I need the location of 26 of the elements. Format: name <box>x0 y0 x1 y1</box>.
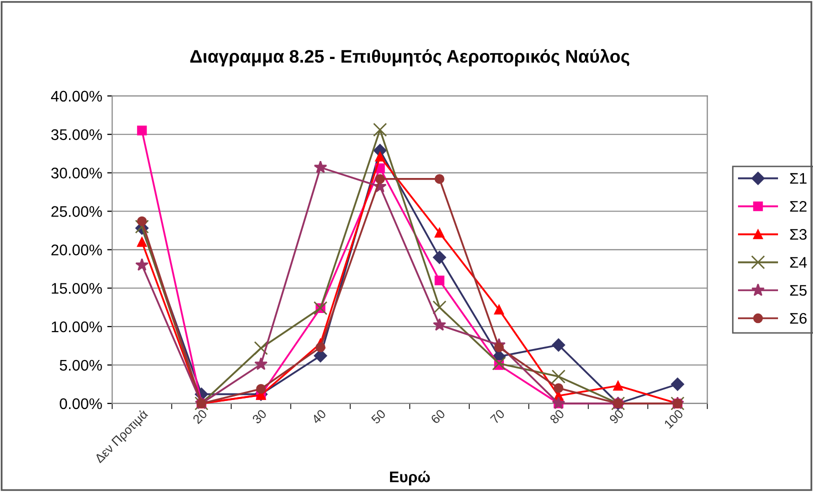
x-tick-label: 80 <box>549 408 565 424</box>
y-tick-label: 10.00% <box>52 321 102 332</box>
x-tick-label: 60 <box>430 408 446 424</box>
x-tick-label: 70 <box>490 408 506 424</box>
legend-label: Σ2 <box>790 200 807 212</box>
legend-label: Σ5 <box>790 285 807 296</box>
legend-label: Σ1 <box>790 173 807 184</box>
x-tick-label: 100 <box>664 408 684 429</box>
legend-label: Σ6 <box>790 312 807 324</box>
y-tick-label: 5.00% <box>60 360 102 371</box>
x-tick-label: 50 <box>370 408 386 424</box>
x-axis-title: Ευρώ <box>390 470 430 486</box>
legend-label: Σ3 <box>790 228 807 240</box>
y-tick-label: 15.00% <box>52 282 102 294</box>
y-tick-label: 30.00% <box>51 168 102 178</box>
chart-title: Διαγραμμα 8.25 - Επιθυμητός Αεροπορικός Ναύλος <box>190 49 630 66</box>
x-tick-label: 90 <box>608 408 624 424</box>
x-tick-label: 30 <box>252 408 268 424</box>
y-tick-label: 25.00% <box>51 206 102 217</box>
y-tick-label: 40.00% <box>51 90 102 102</box>
legend-label: Σ4 <box>790 257 807 268</box>
y-tick-label: 0.00% <box>60 398 102 410</box>
x-tick-label: 20 <box>192 408 208 424</box>
y-tick-label: 35.00% <box>51 129 102 140</box>
y-tick-label: 20.00% <box>51 244 102 256</box>
x-tick-label: 40 <box>311 408 327 424</box>
